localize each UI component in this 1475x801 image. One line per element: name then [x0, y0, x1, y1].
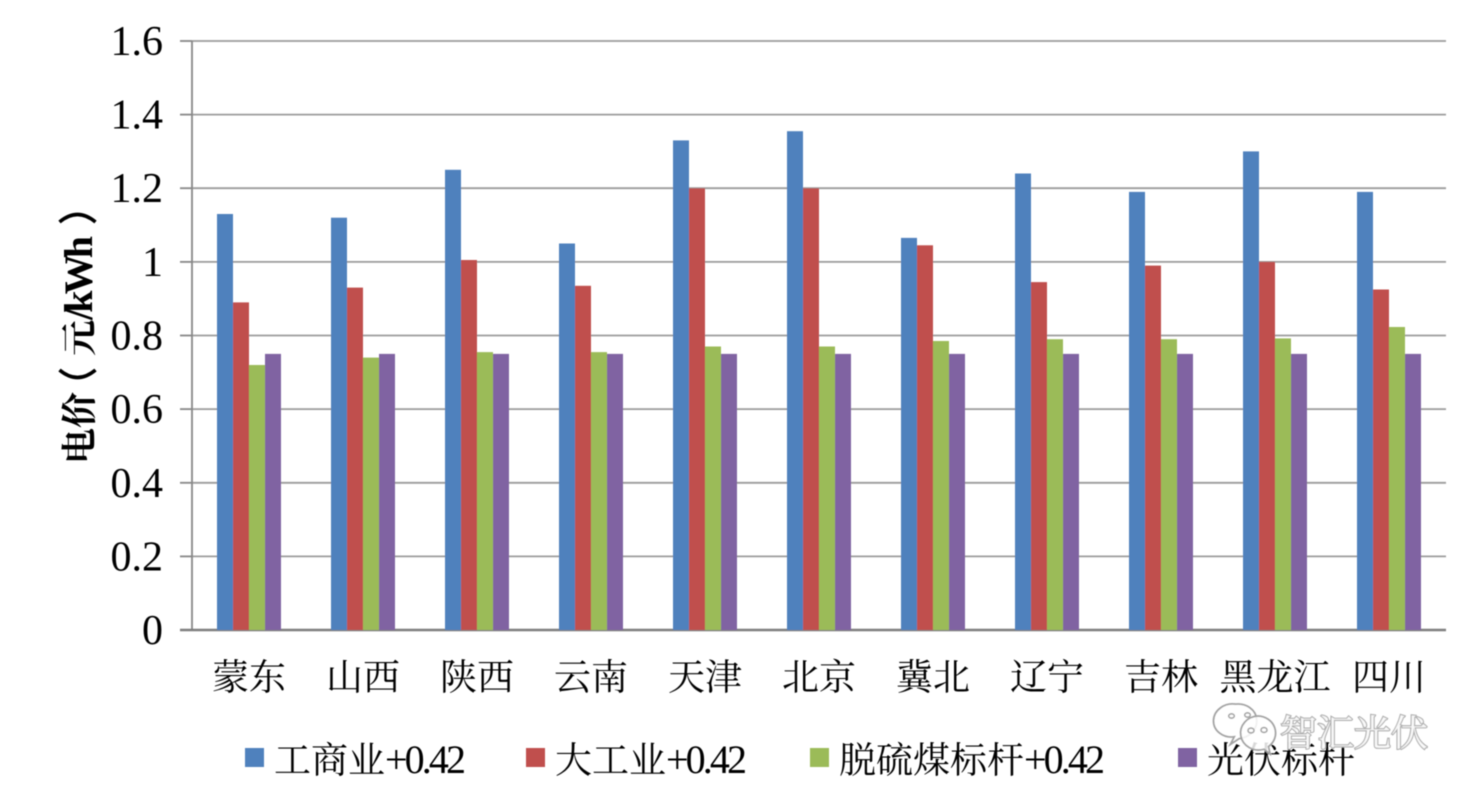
svg-text:+0.42: +0.42: [1024, 737, 1105, 782]
svg-text:+0.42: +0.42: [666, 737, 747, 782]
svg-text:0.8: 0.8: [111, 314, 164, 360]
svg-text:+0.42: +0.42: [385, 737, 466, 782]
svg-text:0.4: 0.4: [111, 461, 164, 507]
svg-text:1.2: 1.2: [111, 166, 164, 212]
svg-text:1.4: 1.4: [111, 93, 164, 139]
svg-text:1.6: 1.6: [111, 19, 164, 65]
svg-text:0: 0: [142, 608, 163, 654]
svg-text:/kWh: /kWh: [56, 236, 101, 321]
svg-text:0.2: 0.2: [111, 534, 164, 580]
svg-text:1: 1: [142, 240, 163, 286]
svg-text:0.6: 0.6: [111, 387, 164, 433]
